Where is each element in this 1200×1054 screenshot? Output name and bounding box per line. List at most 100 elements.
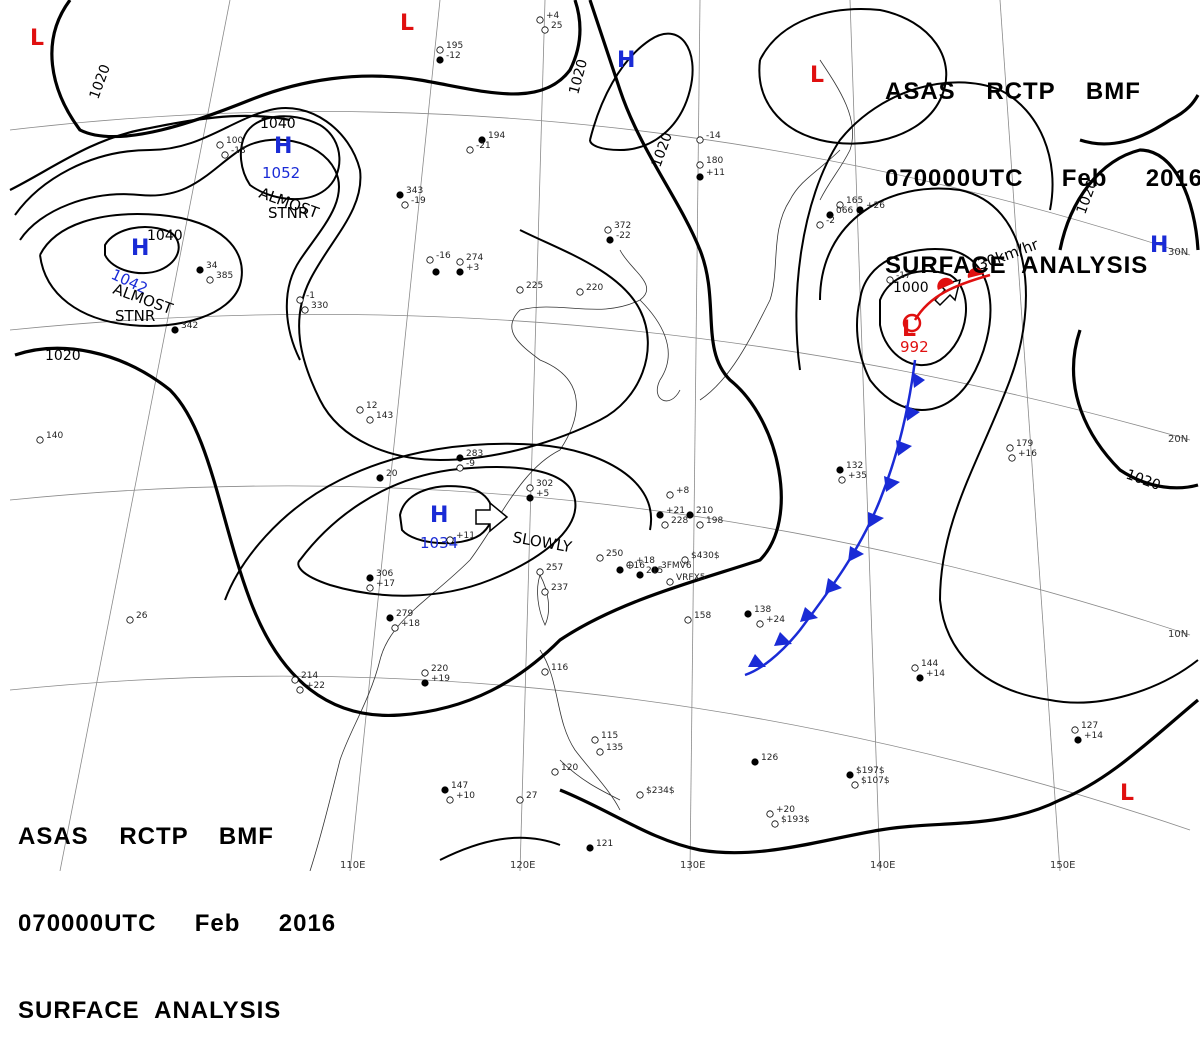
isobar-low-ring	[879, 270, 967, 366]
coast-japan	[699, 149, 841, 401]
isobar-low-ring2	[856, 248, 992, 411]
isobar-1040-a	[239, 115, 341, 201]
low-symbol: L	[1120, 781, 1134, 806]
station-value: 342	[181, 321, 198, 331]
footer-banner: ASAS RCTP BMF 070000UTC Feb 2016 SURFACE…	[18, 764, 336, 1054]
weather-map: 1020 1040 1040 1020 1020 1020 1020 1000 …	[9, 0, 1200, 871]
station-value: -1	[306, 291, 315, 301]
station-marker	[536, 568, 544, 576]
station-value: -14	[706, 131, 721, 141]
longitude-label: 150E	[1050, 860, 1075, 871]
almost-stnr-label: STNR	[268, 204, 308, 222]
isobar-ring	[224, 442, 653, 601]
high-pressure-value: 1034	[420, 534, 458, 552]
high-symbol: H	[1150, 233, 1168, 258]
station-marker	[836, 466, 844, 474]
station-value: +3	[466, 263, 479, 273]
station-marker	[421, 679, 429, 687]
station-marker	[366, 574, 374, 582]
station-value: +14	[1084, 731, 1103, 741]
station-value: -16	[436, 251, 451, 261]
station-marker	[456, 454, 464, 462]
station-marker	[376, 474, 384, 482]
station-value: 228	[671, 516, 688, 526]
cold-front-barb	[912, 372, 925, 388]
station-marker	[366, 584, 374, 592]
station-value: -12	[446, 51, 461, 61]
station-value: -17	[896, 271, 911, 281]
motion-arrow	[475, 501, 509, 533]
isobar-1020-east	[1079, 94, 1200, 146]
station-value: 34	[206, 261, 218, 271]
station-marker	[1006, 444, 1014, 452]
station-marker	[221, 151, 229, 159]
latitude-label: 10N	[1168, 629, 1188, 640]
station-value: $234$	[646, 786, 675, 796]
station-marker	[356, 406, 364, 414]
station-marker	[666, 491, 674, 499]
station-value: +19	[431, 674, 450, 684]
high-symbol: H	[430, 503, 448, 528]
station-marker	[576, 288, 584, 296]
station-value: 126	[761, 753, 778, 763]
cold-front-barb	[896, 440, 912, 456]
station-marker	[666, 578, 674, 586]
station-marker	[446, 796, 454, 804]
station-value: -21	[476, 141, 491, 151]
station-marker	[756, 620, 764, 628]
station-marker	[766, 810, 774, 818]
meridian	[59, 0, 231, 871]
station-marker	[596, 748, 604, 756]
station-value: -22	[616, 231, 631, 241]
station-value: +22	[306, 681, 325, 691]
station-marker	[606, 236, 614, 244]
meridian	[849, 0, 881, 871]
station-value: +11	[706, 168, 725, 178]
isobar-ring	[19, 138, 341, 361]
station-value: 25	[551, 21, 562, 31]
station-value: 215	[646, 566, 663, 576]
station-marker	[636, 571, 644, 579]
station-value: 066	[836, 206, 853, 216]
station-marker	[301, 306, 309, 314]
coast-philippines	[539, 649, 621, 811]
station-value: 343	[406, 186, 423, 196]
station-marker	[636, 791, 644, 799]
station-marker	[436, 56, 444, 64]
station-value: 20	[386, 469, 398, 479]
header-line-2: 070000UTC Feb 2016	[885, 165, 1200, 192]
coast-indochina	[309, 559, 471, 871]
longitude-label: 130E	[680, 860, 705, 871]
station-value: $193$	[781, 815, 810, 825]
meridian	[349, 0, 441, 871]
warm-front-bump	[937, 277, 954, 290]
station-marker	[436, 46, 444, 54]
station-marker	[36, 436, 44, 444]
cold-front-barbs	[748, 372, 925, 667]
station-value: +20	[776, 805, 795, 815]
station-value: 195	[446, 41, 463, 51]
isobar-ring	[297, 466, 577, 597]
isobar-1020-east2	[1058, 148, 1200, 490]
station-value: 214	[301, 671, 318, 681]
station-marker	[771, 820, 779, 828]
station-value: 147	[451, 781, 468, 791]
meridian	[999, 0, 1061, 871]
station-marker	[478, 136, 486, 144]
station-marker	[551, 768, 559, 776]
high-symbol: H	[131, 236, 149, 261]
isobar-label: 1040	[147, 228, 183, 244]
station-value: -9	[466, 459, 475, 469]
pressure-centers: H 1052 H 1042 H 1034 H H L 992 L L L L	[30, 11, 1168, 806]
station-value: 132	[846, 461, 863, 471]
station-value: $430$	[691, 551, 720, 561]
fronts	[744, 267, 991, 677]
low-symbol: L	[400, 11, 414, 36]
station-marker	[541, 588, 549, 596]
cold-front-line	[744, 359, 917, 677]
low-symbol: L	[810, 63, 824, 88]
station-marker	[846, 771, 854, 779]
occlusion-point	[902, 313, 922, 333]
station-value: +10	[456, 791, 475, 801]
